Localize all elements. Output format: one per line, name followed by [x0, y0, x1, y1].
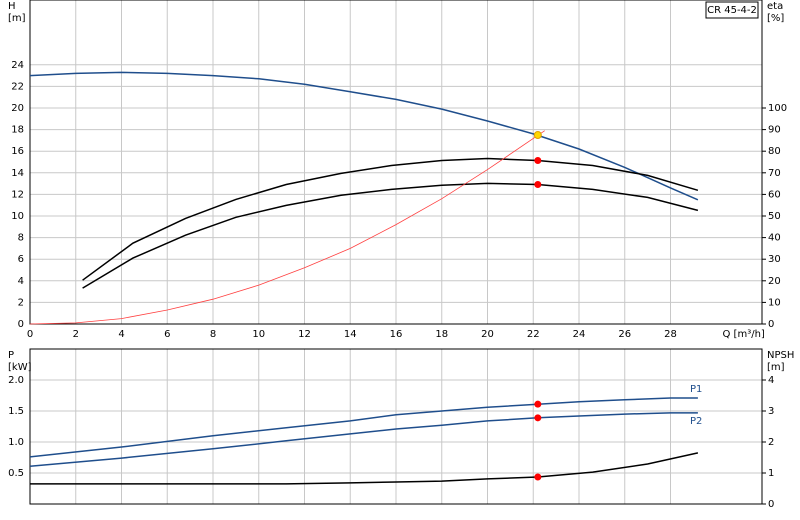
x-tick-label: 8	[210, 329, 216, 340]
x-axis-label: Q [m³/h]	[723, 329, 765, 340]
y-tick-label: 2	[18, 297, 24, 308]
x-tick-label: 6	[164, 329, 170, 340]
series-label: P1	[690, 384, 702, 395]
y-tick-label: 16	[11, 146, 24, 157]
y-tick-label: 20	[11, 103, 24, 114]
x-tick-label: 12	[298, 329, 311, 340]
curve	[29, 130, 545, 325]
y-tick-label: 4	[18, 276, 24, 287]
chart-title: CR 45-4-2	[707, 5, 757, 16]
curve	[29, 412, 698, 467]
y2-tick-label: 50	[768, 211, 781, 222]
x-tick-label: 18	[435, 329, 448, 340]
y-tick-label: 2.0	[8, 375, 24, 386]
x-tick-label: 24	[573, 329, 586, 340]
y2-tick-label: 10	[768, 297, 781, 308]
y2-tick-label: 0	[768, 499, 774, 510]
x-tick-label: 28	[664, 329, 677, 340]
x-tick-label: 22	[527, 329, 540, 340]
plot-frame	[29, 348, 763, 505]
y-tick-label: 8	[18, 233, 24, 244]
y2-axis-unit: [m]	[767, 362, 785, 373]
curve	[29, 397, 698, 458]
series-label: P2	[690, 416, 702, 427]
y-tick-label: 1.0	[8, 437, 24, 448]
y-axis-label: H	[8, 1, 16, 12]
x-tick-label: 10	[252, 329, 265, 340]
x-tick-label: 14	[344, 329, 357, 340]
y2-tick-label: 70	[768, 168, 781, 179]
curve	[29, 71, 699, 201]
x-tick-label: 4	[118, 329, 124, 340]
y2-tick-label: 1	[768, 468, 774, 479]
y-tick-label: 0.5	[8, 468, 24, 479]
operating-point	[534, 180, 542, 188]
operating-point	[534, 473, 542, 481]
y2-tick-label: 3	[768, 406, 774, 417]
y-tick-label: 0	[18, 319, 24, 330]
y-axis-unit: [kW]	[8, 362, 32, 373]
y2-tick-label: 30	[768, 254, 781, 265]
y-tick-label: 24	[11, 60, 24, 71]
y2-tick-label: 2	[768, 437, 774, 448]
y-tick-label: 18	[11, 125, 24, 136]
x-tick-label: 20	[481, 329, 494, 340]
curve	[82, 182, 699, 289]
y-tick-label: 1.5	[8, 406, 24, 417]
x-tick-label: 2	[73, 329, 79, 340]
x-tick-label: 16	[390, 329, 403, 340]
y-tick-label: 12	[11, 189, 24, 200]
y2-tick-label: 20	[768, 276, 781, 287]
y2-tick-label: 90	[768, 125, 781, 136]
operating-point	[533, 131, 542, 139]
y-tick-label: 10	[11, 211, 24, 222]
y-tick-label: 14	[11, 168, 24, 179]
y2-axis-label: NPSH	[767, 350, 794, 361]
plot-frame	[29, 0, 763, 325]
x-tick-label: 0	[27, 329, 33, 340]
y-tick-label: 22	[11, 81, 24, 92]
operating-point	[534, 414, 542, 422]
y-axis-label: P	[8, 350, 14, 361]
operating-point	[534, 156, 542, 164]
x-tick-label: 26	[618, 329, 631, 340]
y-tick-label: 6	[18, 254, 24, 265]
title-box	[705, 1, 759, 19]
y2-tick-label: 40	[768, 233, 781, 244]
y2-axis-unit: [%]	[767, 13, 784, 24]
curve	[30, 452, 699, 485]
y2-tick-label: 60	[768, 189, 781, 200]
operating-point	[534, 400, 542, 408]
y2-tick-label: 0	[768, 319, 774, 330]
curve	[82, 157, 699, 281]
y2-tick-label: 100	[768, 103, 787, 114]
y2-axis-label: eta	[767, 1, 783, 12]
y-axis-unit: [m]	[8, 13, 26, 24]
y2-tick-label: 80	[768, 146, 781, 157]
y2-tick-label: 4	[768, 375, 774, 386]
